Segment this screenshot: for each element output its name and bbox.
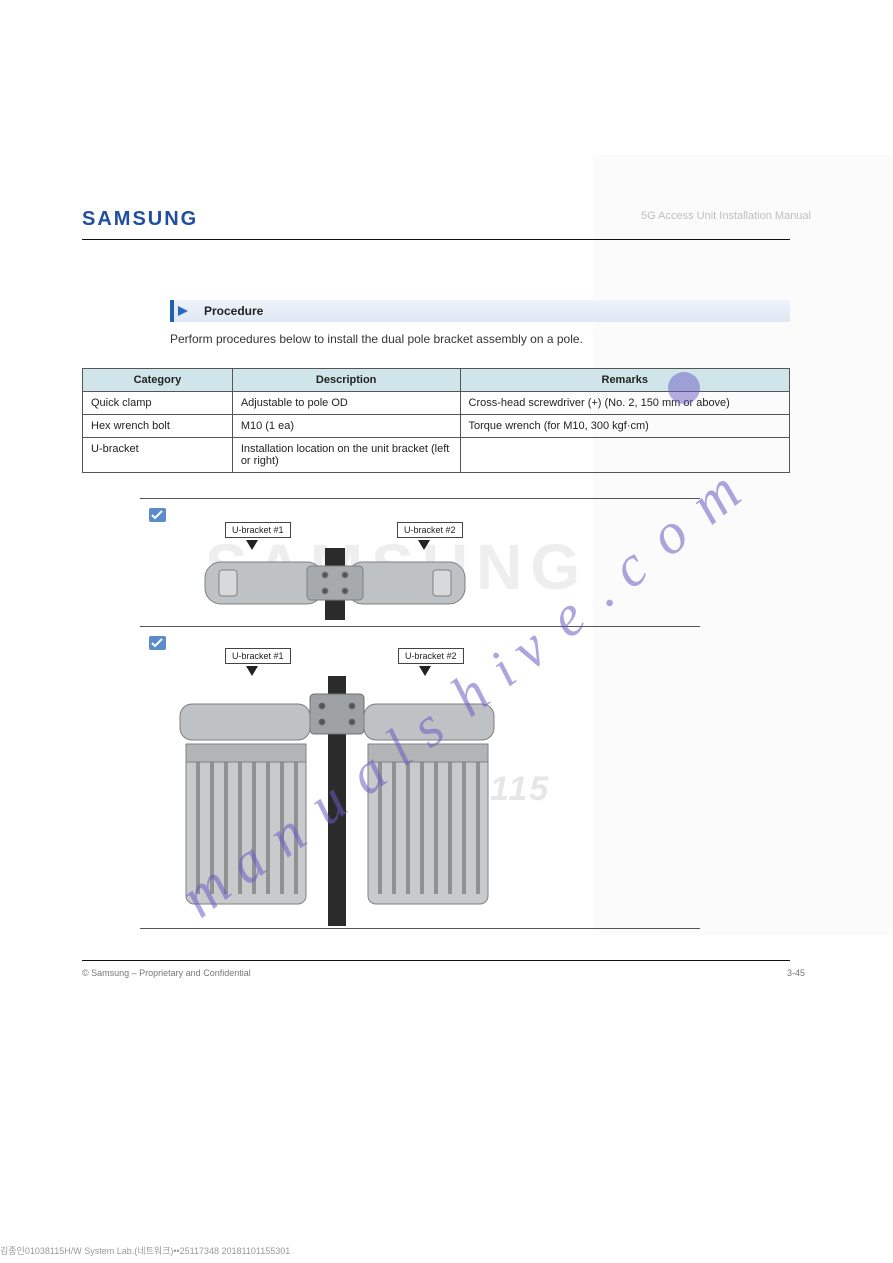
footer-page-number: 3-45 xyxy=(787,968,805,978)
procedure-label: Procedure xyxy=(204,304,263,318)
page: SAMSUNG 115 SAMSUNG 5G Access Unit Insta… xyxy=(0,0,893,1263)
arrow-down-icon xyxy=(419,666,431,676)
procedure-text: Perform procedures below to install the … xyxy=(170,332,583,346)
note-icon xyxy=(148,506,168,524)
figure1-callout-2: U-bracket #2 xyxy=(397,522,463,538)
brand-logo: SAMSUNG xyxy=(82,208,198,231)
table-header-row: Category Description Remarks xyxy=(83,369,790,392)
note-icon xyxy=(148,634,168,652)
table-cell: Installation location on the unit bracke… xyxy=(232,438,460,473)
footer-rule xyxy=(82,960,790,961)
figure2-callout-1: U-bracket #1 xyxy=(225,648,291,664)
table-col-description: Description xyxy=(232,369,460,392)
parts-table: Category Description Remarks Quick clamp… xyxy=(82,368,790,473)
table-cell: Adjustable to pole OD xyxy=(232,392,460,415)
procedure-bar: Procedure xyxy=(170,300,790,322)
table-col-remarks: Remarks xyxy=(460,369,790,392)
bottom-meta-text: 김종인01038115H/W System Lab.(네트워크)••251173… xyxy=(0,1244,290,1257)
table-row: Quick clamp Adjustable to pole OD Cross-… xyxy=(83,392,790,415)
footer-left-text: © Samsung – Proprietary and Confidential xyxy=(82,968,251,978)
table-col-category: Category xyxy=(83,369,233,392)
doc-title: 5G Access Unit Installation Manual xyxy=(641,210,811,222)
table-cell xyxy=(460,438,790,473)
table-row: Hex wrench bolt M10 (1 ea) Torque wrench… xyxy=(83,415,790,438)
table-cell: Quick clamp xyxy=(83,392,233,415)
figure2-top-rule xyxy=(140,626,700,627)
table-row: U-bracket Installation location on the u… xyxy=(83,438,790,473)
table-cell: Hex wrench bolt xyxy=(83,415,233,438)
figure1-top-rule xyxy=(140,498,700,499)
table-cell: M10 (1 ea) xyxy=(232,415,460,438)
figure1-callout-1: U-bracket #1 xyxy=(225,522,291,538)
right-light-panel xyxy=(593,155,893,935)
header-rule-full xyxy=(82,239,790,240)
procedure-arrow-icon xyxy=(176,304,194,318)
table-cell: Torque wrench (for M10, 300 kgf·cm) xyxy=(460,415,790,438)
table-cell: U-bracket xyxy=(83,438,233,473)
figure1-device-drawing xyxy=(185,548,485,620)
figure2-callout-2: U-bracket #2 xyxy=(398,648,464,664)
figure2-bottom-rule xyxy=(140,928,700,929)
table-cell: Cross-head screwdriver (+) (No. 2, 150 m… xyxy=(460,392,790,415)
arrow-down-icon xyxy=(246,666,258,676)
